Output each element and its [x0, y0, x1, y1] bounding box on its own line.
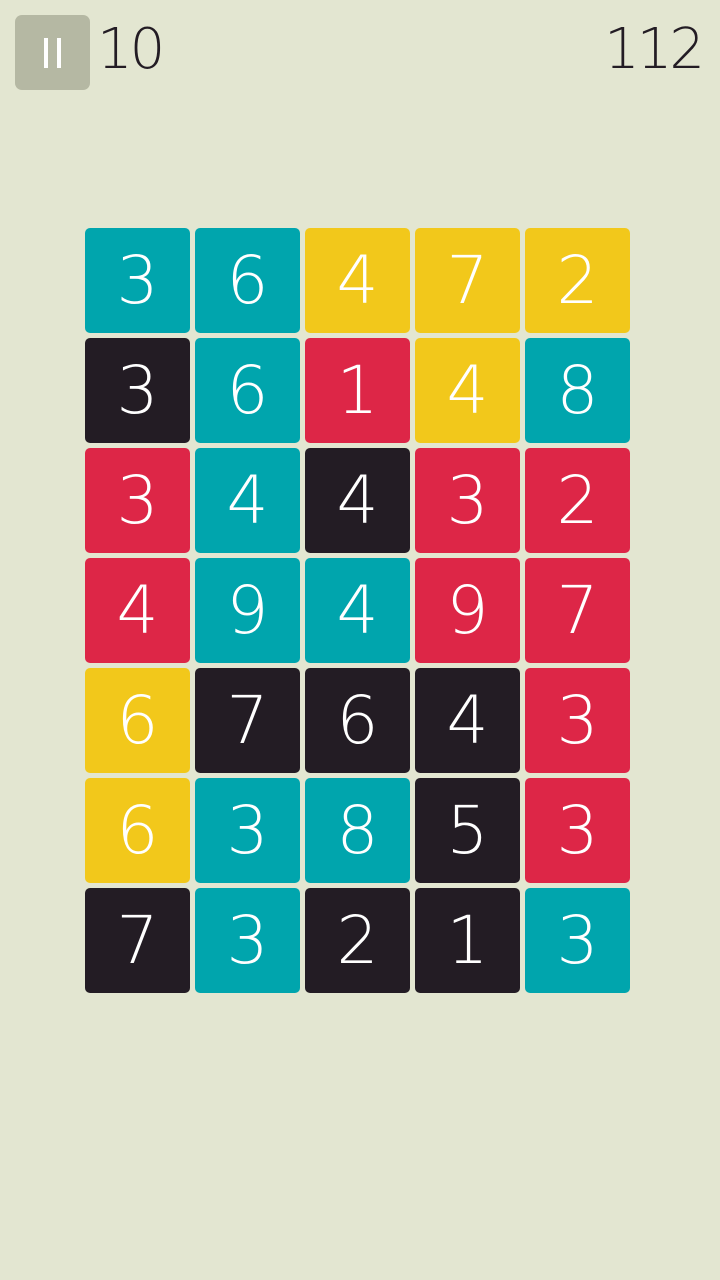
tile[interactable]: 7 [195, 668, 300, 773]
tile[interactable]: 4 [415, 338, 520, 443]
tile[interactable]: 3 [85, 228, 190, 333]
tile[interactable]: 3 [85, 448, 190, 553]
tile[interactable]: 3 [195, 888, 300, 993]
pause-icon [44, 37, 48, 68]
tile[interactable]: 4 [85, 558, 190, 663]
tile[interactable]: 6 [85, 778, 190, 883]
tile[interactable]: 4 [305, 228, 410, 333]
tile[interactable]: 1 [415, 888, 520, 993]
moves-counter: 10 [97, 17, 165, 82]
tile[interactable]: 2 [305, 888, 410, 993]
pause-button[interactable] [15, 15, 90, 90]
tile[interactable]: 6 [305, 668, 410, 773]
tile[interactable]: 7 [525, 558, 630, 663]
tile[interactable]: 8 [305, 778, 410, 883]
tile[interactable]: 9 [195, 558, 300, 663]
tile[interactable]: 3 [525, 668, 630, 773]
tile[interactable]: 4 [305, 448, 410, 553]
tile[interactable]: 2 [525, 448, 630, 553]
tile[interactable]: 6 [85, 668, 190, 773]
tile[interactable]: 9 [415, 558, 520, 663]
tile[interactable]: 2 [525, 228, 630, 333]
tile[interactable]: 6 [195, 228, 300, 333]
tile[interactable]: 7 [85, 888, 190, 993]
tile[interactable]: 4 [415, 668, 520, 773]
tile[interactable]: 3 [195, 778, 300, 883]
tile[interactable]: 7 [415, 228, 520, 333]
tile[interactable]: 4 [305, 558, 410, 663]
pause-icon [57, 37, 61, 68]
tile[interactable]: 3 [525, 778, 630, 883]
tile[interactable]: 1 [305, 338, 410, 443]
tile[interactable]: 5 [415, 778, 520, 883]
score-counter: 112 [604, 17, 705, 82]
tile[interactable]: 6 [195, 338, 300, 443]
tile[interactable]: 8 [525, 338, 630, 443]
tile[interactable]: 3 [85, 338, 190, 443]
tile[interactable]: 3 [525, 888, 630, 993]
tile[interactable]: 4 [195, 448, 300, 553]
tile[interactable]: 3 [415, 448, 520, 553]
